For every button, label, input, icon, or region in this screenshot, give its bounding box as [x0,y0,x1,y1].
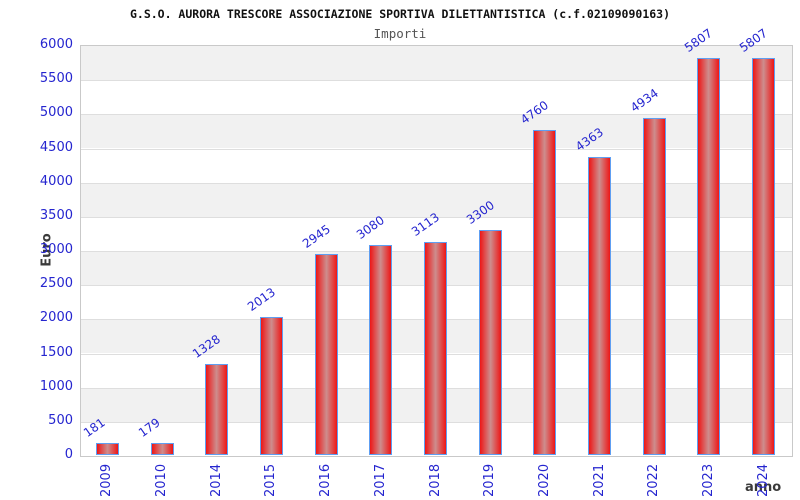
bar [205,364,229,455]
y-tick-label: 1000 [39,378,73,394]
y-tick-label: 2500 [39,276,73,292]
y-tick-label: 4500 [39,139,73,155]
x-tick-label: 2024 [755,463,771,497]
x-tick-label: 2018 [427,463,443,497]
bar [533,129,557,455]
bar [752,58,776,455]
chart-subtitle: Importi [373,26,427,41]
bar [369,244,393,455]
x-tick-label: 2017 [372,463,388,497]
x-tick-label: 2022 [646,463,662,497]
x-tick-label: 2009 [99,463,115,497]
y-tick-label: 3000 [39,242,73,257]
plot-band [81,46,792,81]
y-tick-label: 3500 [39,207,73,223]
plot-band [81,80,792,115]
bar [150,442,174,455]
gridline [81,216,792,218]
gridline [81,148,792,150]
plot-area [80,45,793,457]
gridline [81,80,792,82]
chart-title: G.S.O. AURORA TRESCORE ASSOCIAZIONE SPOR… [129,7,671,21]
bar [259,317,283,455]
plot-band [81,114,792,149]
y-tick-label: 5000 [39,105,73,121]
y-tick-label: 6000 [39,37,73,52]
y-tick-label: 5500 [39,71,73,87]
y-tick-label: 500 [48,412,73,428]
x-axis-title: anno [745,480,782,495]
bar [642,117,666,455]
gridline [81,182,792,184]
x-tick-label: 2016 [318,463,334,497]
x-tick-label: 2021 [591,463,607,497]
x-tick-label: 2010 [154,463,170,497]
bar [95,442,119,455]
x-tick-label: 2014 [208,463,224,497]
bar [697,58,721,455]
y-tick-label: 0 [64,447,73,462]
gridline [81,114,792,116]
bar [588,156,612,455]
bar [424,242,447,455]
y-tick-label: 2000 [39,310,73,326]
bar [314,253,338,455]
y-tick-label: 4000 [39,173,73,189]
x-tick-label: 2015 [263,463,279,497]
plot-band [81,148,792,183]
y-tick-label: 1500 [39,344,73,360]
x-tick-label: 2019 [482,463,498,497]
plot-band [81,182,792,217]
x-tick-label: 2023 [700,463,716,497]
bar [478,229,502,455]
x-tick-label: 2020 [536,463,552,497]
